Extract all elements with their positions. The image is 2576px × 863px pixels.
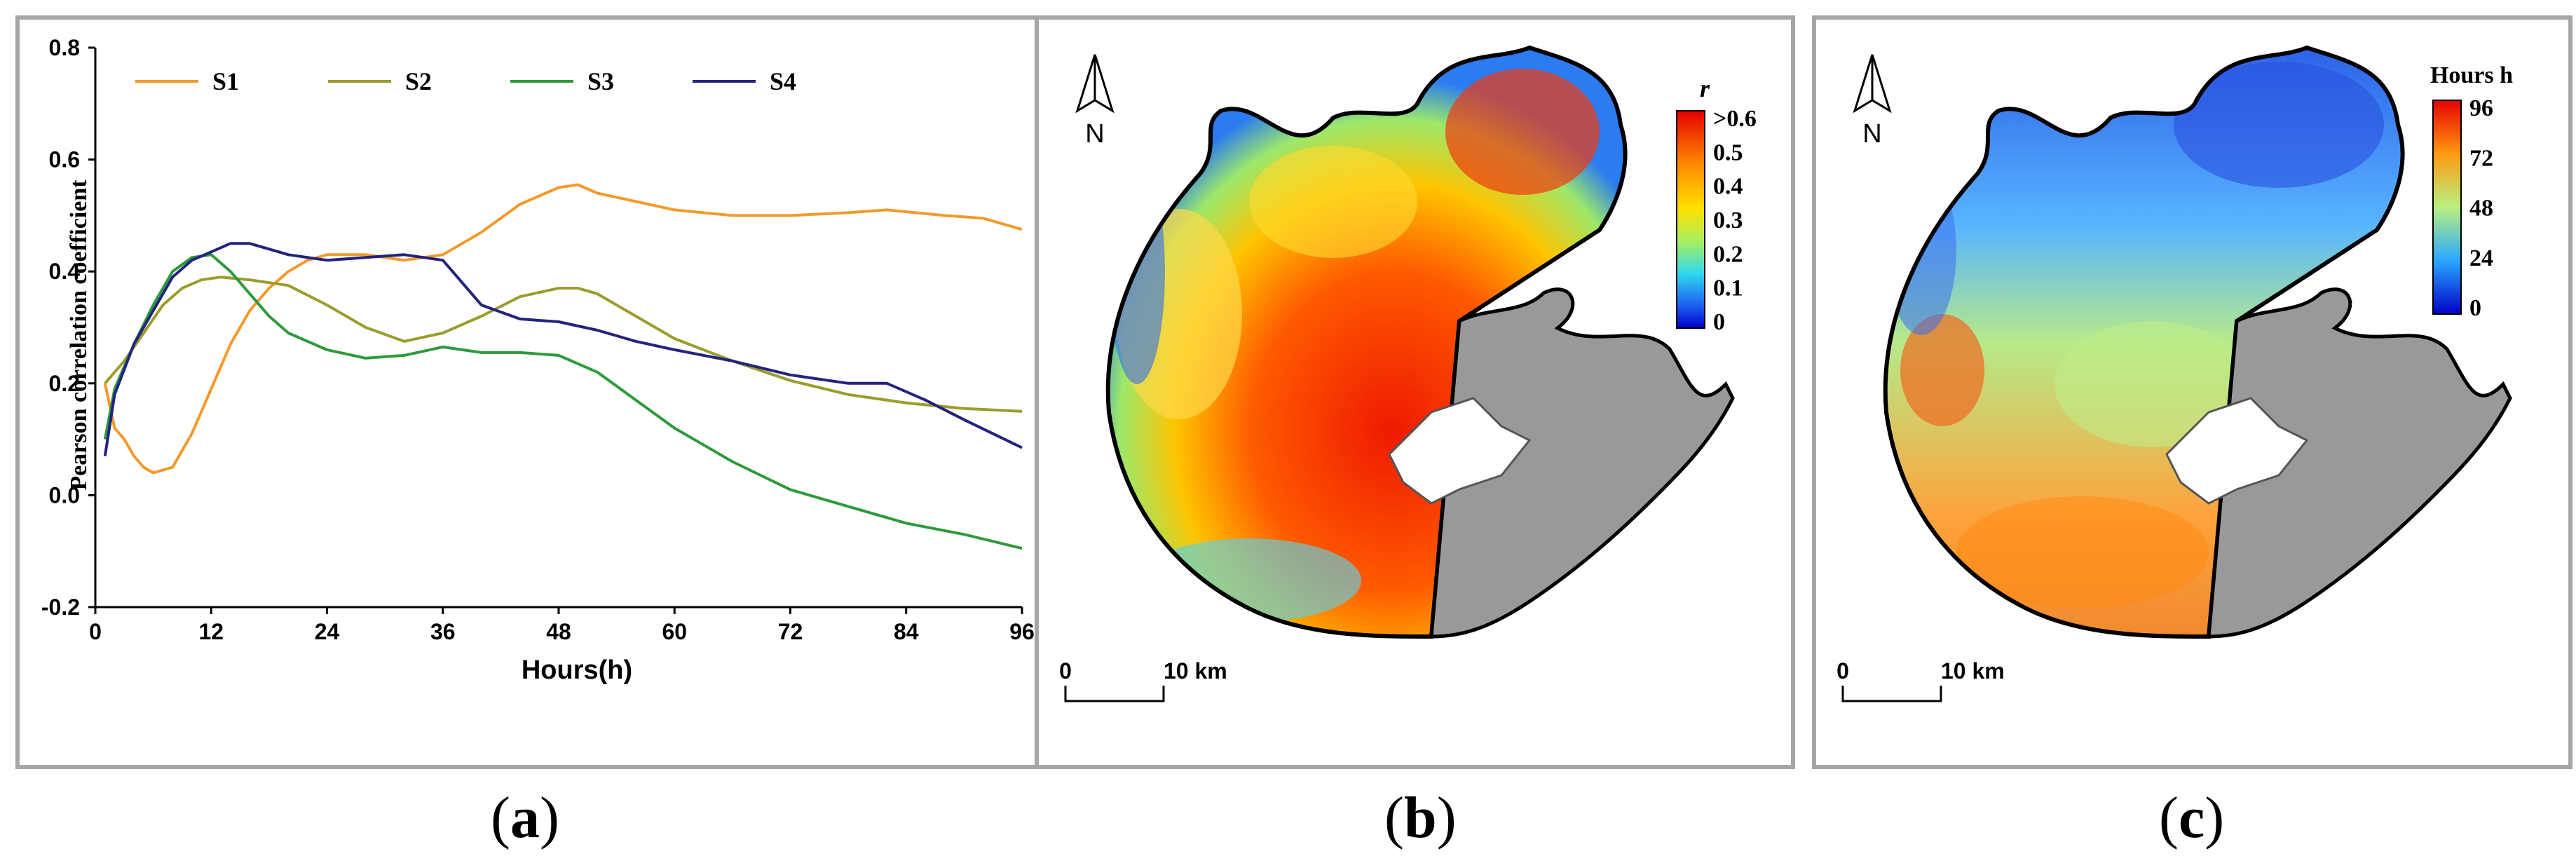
caption-c: (c) <box>2159 784 2224 852</box>
colorbar-scale <box>1676 110 1705 329</box>
x-tick-label: 24 <box>315 619 340 644</box>
x-tick-label: 0 <box>89 619 102 644</box>
caption-b-letter: b <box>1403 785 1437 850</box>
colorbar-scale <box>2432 100 2462 315</box>
x-tick-label: 12 <box>198 619 224 644</box>
scale-start-label: 0 <box>1059 658 1072 684</box>
correlation-map: N r >0.6 0.5 0.4 0.3 0.2 0.1 0 0 10 km <box>1059 20 1757 702</box>
colorbar-label: 96 <box>2469 95 2493 121</box>
scale-bar: 0 10 km <box>1836 658 2005 702</box>
x-tick-label: 48 <box>546 619 571 644</box>
legend-label-s3: S3 <box>587 67 614 95</box>
colorbar-label: 0 <box>2469 295 2481 321</box>
north-label: N <box>1862 119 1881 149</box>
white-land-region <box>1388 397 1532 505</box>
land-area <box>1429 287 1735 639</box>
lag-hours-map: N Hours h 96 72 48 24 0 0 10 km <box>1836 20 2513 702</box>
scale-end-label: 10 km <box>1941 658 2005 684</box>
x-tick-label: 84 <box>894 619 919 644</box>
colorbar-label: 0 <box>1713 309 1725 335</box>
series-line-s3 <box>103 253 1023 550</box>
y-tick-label: 0.4 <box>49 259 81 284</box>
caption-a-letter: a <box>510 785 540 850</box>
north-arrow: N <box>1853 54 1892 149</box>
legend-label-s4: S4 <box>770 67 796 95</box>
caption-c-close: ) <box>2204 785 2225 850</box>
series-line-s4 <box>103 242 1023 456</box>
panel-b-correlation-map: N r >0.6 0.5 0.4 0.3 0.2 0.1 0 0 10 km <box>1035 15 1795 769</box>
y-tick-label: 0.8 <box>49 35 80 60</box>
series-line-s2 <box>104 276 1023 413</box>
chart-series-group <box>103 183 1023 550</box>
colorbar: Hours h 96 72 48 24 0 <box>2430 62 2513 321</box>
x-tick-label: 96 <box>1009 619 1035 644</box>
caption-c-letter: c <box>2178 785 2205 850</box>
caption-b-close: ) <box>1436 785 1457 850</box>
white-land-region <box>2165 397 2309 505</box>
y-axis-label: Pearson correlation coefficient <box>66 179 92 491</box>
x-tick-label: 72 <box>778 619 803 644</box>
colorbar-label: 48 <box>2469 196 2493 222</box>
colorbar-title: r <box>1700 74 1710 102</box>
panel-a-line-chart: -0.2 0.0 0.2 0.4 0.6 0.8 0 12 24 36 48 60 72 84 96 S1 S… <box>15 15 1039 769</box>
colorbar-label: 0.1 <box>1713 276 1743 301</box>
colorbar-label: 0.4 <box>1713 174 1743 200</box>
colorbar-label: 24 <box>2469 245 2493 271</box>
colorbar-label: 0.2 <box>1713 241 1743 267</box>
caption-b-open: ( <box>1384 785 1404 850</box>
colorbar-label: 72 <box>2469 145 2493 171</box>
x-axis-label: Hours(h) <box>522 655 632 685</box>
scale-end-label: 10 km <box>1164 658 1227 684</box>
y-tick-label: 0.2 <box>49 371 80 396</box>
north-arrow: N <box>1075 54 1115 149</box>
scale-start-label: 0 <box>1836 658 1849 684</box>
y-tick-label: 0.0 <box>49 482 80 508</box>
legend-label-s1: S1 <box>212 67 239 95</box>
colorbar-label: >0.6 <box>1713 106 1757 132</box>
land-area <box>2207 287 2512 639</box>
scale-bar: 0 10 km <box>1059 658 1227 702</box>
correlation-line-chart: -0.20.00.20.40.60.80 12 24 36 48 60 72 84 96 S1 S… <box>41 35 1035 685</box>
x-tick-label: 36 <box>430 619 456 644</box>
colorbar: r >0.6 0.5 0.4 0.3 0.2 0.1 0 <box>1676 74 1757 335</box>
legend-label-s2: S2 <box>405 67 432 95</box>
caption-a-open: ( <box>491 785 510 850</box>
chart-axes: -0.2 0.0 0.2 0.4 0.6 0.8 0 12 24 36 48 60 72 84 96 <box>41 35 1035 644</box>
y-tick-label: 0.6 <box>49 147 80 172</box>
y-tick-label: -0.2 <box>41 594 80 620</box>
caption-c-open: ( <box>2159 785 2179 850</box>
caption-a-close: ) <box>539 785 559 850</box>
x-tick-label: 60 <box>662 619 687 644</box>
colorbar-label: 0.3 <box>1713 208 1743 233</box>
bay-heatmap <box>1108 48 1626 637</box>
colorbar-label: 0.5 <box>1713 140 1743 165</box>
caption-a: (a) <box>491 784 559 852</box>
caption-b: (b) <box>1384 784 1457 852</box>
panel-c-lag-hours-map: N Hours h 96 72 48 24 0 0 10 km <box>1812 15 2572 769</box>
colorbar-title: Hours h <box>2430 62 2513 88</box>
chart-legend: S1 S2 S3 S4 <box>135 67 796 95</box>
north-label: N <box>1085 119 1104 149</box>
series-line-s1 <box>103 183 1023 475</box>
